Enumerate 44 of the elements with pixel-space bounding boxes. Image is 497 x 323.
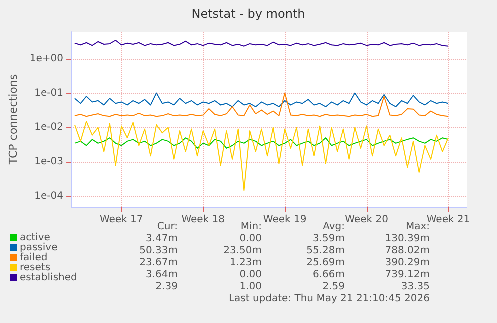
text: Avg: (323, 222, 345, 232)
text: 1.23m (230, 258, 262, 268)
text: 0.00 (240, 234, 262, 244)
legend-label: failed (20, 252, 48, 264)
y-tick-label: 1e+00 (30, 53, 64, 64)
text: 3.59m (312, 234, 345, 244)
line-series (74, 121, 450, 192)
text: 6.66m (312, 270, 345, 280)
text: 390.29m (385, 258, 430, 268)
x-tick-label: Week 18 (182, 214, 225, 226)
text: 0.00 (240, 270, 262, 280)
line-series (74, 92, 450, 118)
text: 3.64m (146, 270, 178, 280)
y-tick-label: 1e-04 (34, 191, 64, 202)
legend-label: active (20, 232, 50, 244)
legend-label: passive (20, 242, 58, 254)
x-tick-label: Week 19 (263, 214, 307, 226)
line-series (74, 92, 450, 108)
x-tick-label: Week 17 (100, 214, 144, 226)
text: 739.12m (385, 270, 430, 280)
y-tick-label: 1e-03 (34, 156, 64, 168)
line-series (74, 138, 450, 149)
chart-title: Netstat - by month (192, 7, 306, 21)
legend-label: established (20, 272, 78, 284)
legend-label: resets (20, 262, 51, 274)
text: 33.35 (401, 282, 430, 292)
text: 55.28m (306, 246, 345, 256)
x-tick-label: Week 20 (345, 214, 388, 226)
y-axis-title: TCP connections (7, 74, 20, 166)
text: 3.47m (146, 234, 178, 244)
y-tick-label: 1e-02 (34, 122, 64, 134)
y-tick-label: 1e-01 (34, 88, 64, 99)
text: 2.59 (322, 282, 345, 292)
text: Last update: Thu May 21 21:10:45 2026 (228, 294, 430, 304)
text: 788.02m (385, 246, 430, 256)
text: 2.39 (156, 282, 178, 292)
text: 130.39m (385, 234, 430, 244)
text: 23.50m (224, 246, 262, 256)
text: 23.67m (140, 258, 178, 268)
text: Cur: (157, 222, 178, 232)
text: 1.00 (240, 282, 262, 292)
text: Min: (240, 222, 262, 232)
text: 50.33m (140, 246, 178, 256)
text: 25.69m (306, 258, 345, 268)
